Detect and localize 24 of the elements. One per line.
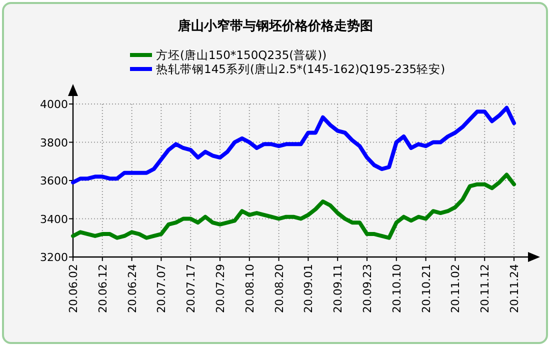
y-tick-label: 3400: [40, 212, 68, 226]
x-tick-label: 20.08.10: [243, 264, 256, 313]
x-tick-label: 20.11.12: [478, 264, 492, 313]
legend-label: 方坯(唐山150*150Q235(普碳)): [156, 48, 327, 62]
x-tick-label: 20.06.12: [96, 264, 110, 313]
x-tick-label: 20.09.01: [302, 264, 316, 313]
x-tick-label: 20.06.24: [126, 264, 139, 313]
title: 唐山小窄带与钢坯价格价格走势图: [178, 19, 373, 34]
x-tick-label: 20.10.21: [420, 264, 433, 313]
x-tick-label: 20.07.29: [214, 264, 227, 313]
legend-label: 热轧带钢145系列(唐山2.5*(145-162)Q195-235轻安): [156, 62, 446, 76]
x-tick-label: 20.09.11: [332, 264, 345, 313]
x-tick-label: 20.06.02: [67, 264, 80, 313]
y-tick-label: 3800: [40, 136, 68, 150]
x-tick-label: 20.11.24: [508, 264, 521, 313]
x-tick-label: 20.09.23: [361, 264, 374, 313]
x-tick-label: 20.11.02: [449, 264, 462, 313]
y-tick-label: 4000: [40, 98, 68, 111]
y-tick-label: 3200: [40, 251, 68, 264]
x-tick-label: 20.10.10: [390, 264, 404, 313]
y-tick-label: 3600: [40, 174, 68, 188]
x-tick-label: 20.07.17: [184, 264, 198, 313]
x-tick-label: 20.07.07: [155, 264, 168, 313]
x-tick-label: 20.08.20: [272, 264, 286, 313]
